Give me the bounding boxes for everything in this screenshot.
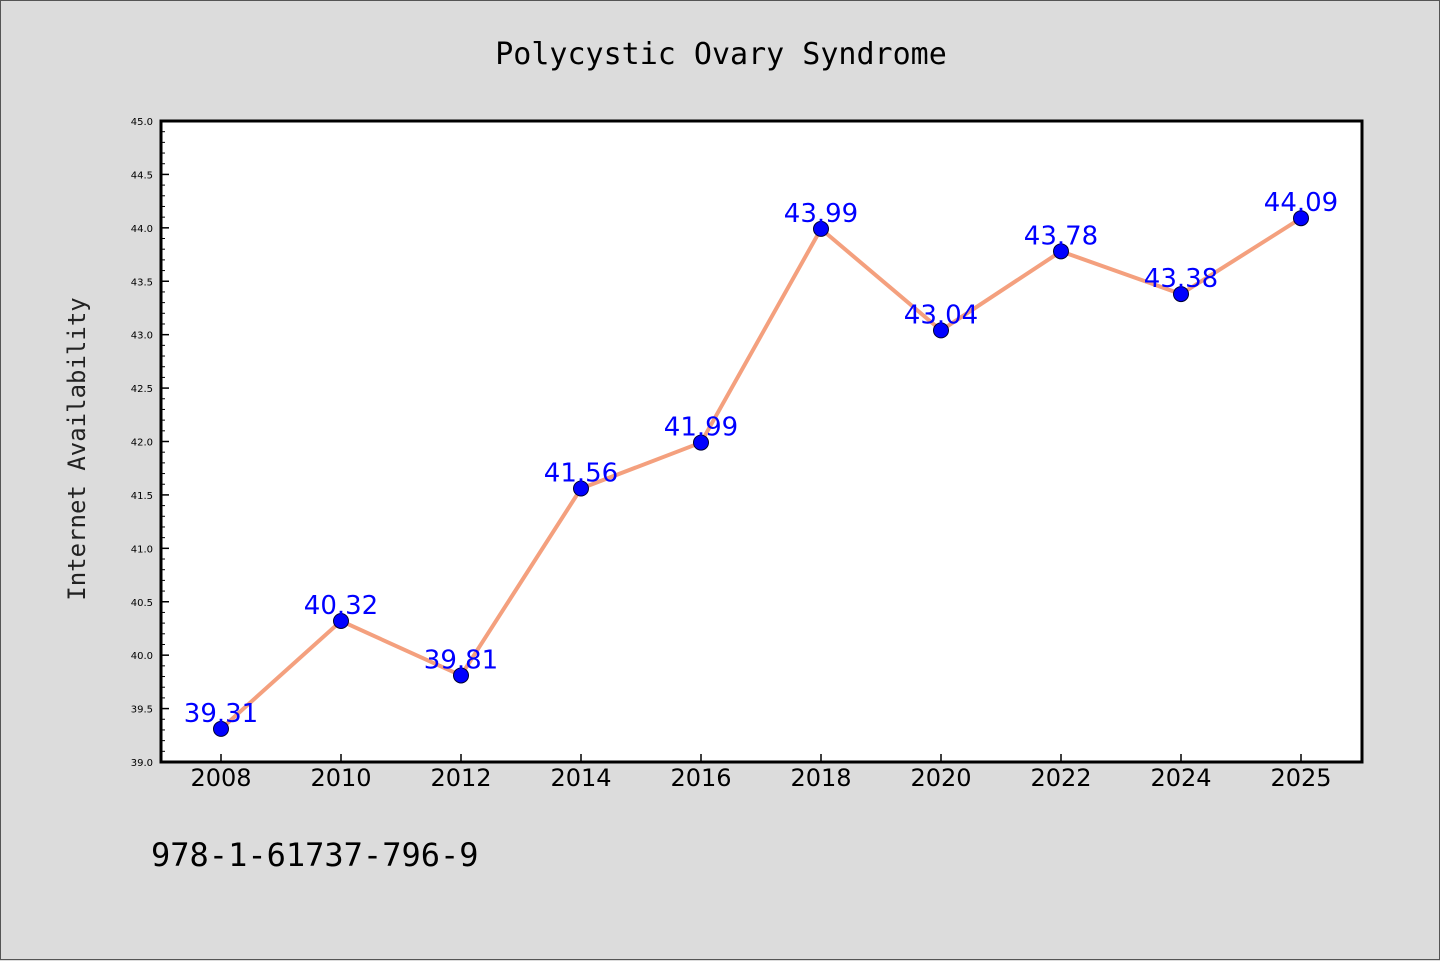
y-tick-label: 40.5 [131, 598, 153, 609]
y-tick-label: 43.0 [131, 331, 153, 342]
data-point [1173, 286, 1189, 303]
y-axis-label: Internet Availability [63, 297, 91, 600]
y-tick-label: 41.0 [131, 544, 153, 555]
x-axis-ticks: 2008 2010 2012 2014 2016 2018 2020 2022 2024 2025 [190, 754, 1332, 792]
y-tick-label: 42.5 [131, 384, 153, 395]
x-tick-label: 2018 [790, 764, 851, 792]
y-tick-label: 44.0 [131, 224, 153, 235]
x-tick-label: 2008 [190, 764, 251, 792]
y-axis-ticks: 39.0 39.5 40.0 40.5 41.0 41.5 42.0 42.5 43.0 43.5… [131, 117, 169, 769]
data-label: 39.31 [184, 699, 258, 729]
data-label: 39.81 [424, 645, 498, 675]
chart-title: Polycystic Ovary Syndrome [495, 37, 947, 72]
y-tick-label: 45.0 [131, 117, 153, 128]
data-point [333, 612, 349, 629]
data-label: 43.04 [904, 300, 978, 330]
x-tick-label: 2024 [1150, 764, 1211, 792]
data-point [813, 220, 829, 237]
data-point [1293, 210, 1309, 227]
x-tick-label: 2014 [550, 764, 611, 792]
y-tick-label: 39.5 [131, 705, 153, 716]
x-tick-label: 2020 [910, 764, 971, 792]
data-point [453, 667, 469, 684]
data-point [1053, 243, 1069, 260]
data-label: 43.99 [784, 199, 858, 229]
series-line [219, 216, 1303, 731]
y-tick-label: 43.5 [131, 277, 153, 288]
plot-area [159, 119, 1364, 764]
data-point [213, 720, 229, 737]
x-tick-label: 2010 [310, 764, 371, 792]
y-tick-label: 44.5 [131, 170, 153, 181]
footnote-isbn: 978-1-61737-796-9 [151, 836, 479, 874]
x-tick-label: 2016 [670, 764, 731, 792]
data-label: 41.99 [664, 413, 738, 443]
x-tick-label: 2025 [1270, 764, 1331, 792]
data-label: 40.32 [304, 591, 378, 621]
x-tick-label: 2012 [430, 764, 491, 792]
data-point [573, 480, 589, 497]
data-label: 43.38 [1144, 264, 1218, 294]
y-tick-label: 42.0 [131, 438, 153, 449]
data-point [933, 322, 949, 339]
y-tick-label: 39.0 [131, 758, 153, 769]
y-tick-label: 41.5 [131, 491, 153, 502]
data-label: 44.09 [1264, 188, 1338, 218]
data-label: 43.78 [1024, 221, 1098, 251]
y-tick-label: 40.0 [131, 651, 153, 662]
x-tick-label: 2022 [1030, 764, 1091, 792]
data-label: 41.56 [544, 459, 618, 489]
data-point [693, 434, 709, 451]
series-group: 39.31 40.32 39.81 41.56 41.99 43.99 43.04 43.78… [184, 188, 1338, 737]
